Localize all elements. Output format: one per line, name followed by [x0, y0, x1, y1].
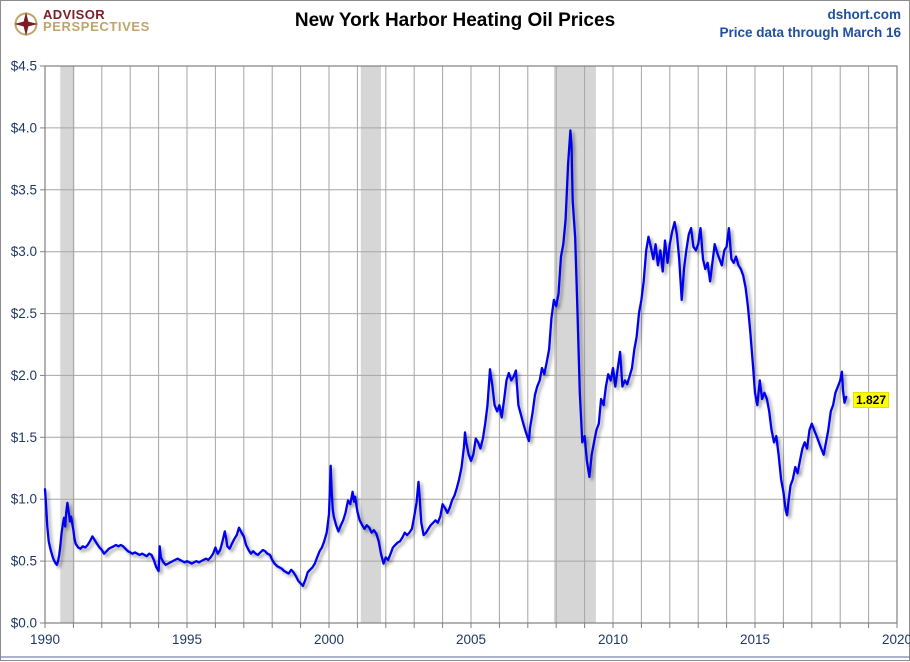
recession-band: [60, 66, 75, 623]
y-tick-label: $1.5: [11, 430, 37, 445]
y-tick-label: $1.0: [11, 492, 37, 507]
logo-advisor: ADVISOR: [43, 7, 106, 22]
footer-divider: [1, 656, 909, 658]
y-tick-label: $4.5: [11, 59, 37, 74]
x-tick-label: 2015: [740, 632, 770, 647]
x-tick-label: 2000: [314, 632, 344, 647]
source-block: dshort.com Price data through March 16: [719, 6, 901, 42]
logo-text: ADVISOR PERSPECTIVES: [43, 7, 150, 34]
price-line: [43, 129, 848, 588]
y-tick-label: $2.0: [11, 368, 37, 383]
source-site: dshort.com: [827, 7, 901, 22]
data-through-note: Price data through March 16: [719, 25, 901, 40]
x-tick-label: 1990: [30, 632, 60, 647]
x-tick-label: 2020: [882, 632, 910, 647]
last-price-callout: 1.827: [853, 392, 890, 408]
y-tick-label: $4.0: [11, 120, 37, 135]
y-tick-label: $3.0: [11, 244, 37, 259]
y-tick-label: $0.5: [11, 554, 37, 569]
x-tick-label: 2005: [456, 632, 486, 647]
recession-band: [360, 66, 381, 623]
header: ADVISOR PERSPECTIVES New York Harbor Hea…: [1, 1, 909, 57]
plot-border: [44, 65, 898, 624]
logo-perspectives: PERSPECTIVES: [43, 19, 150, 34]
y-tick-label: $2.5: [11, 306, 37, 321]
x-tick-label: 1995: [172, 632, 202, 647]
advisor-perspectives-logo: ADVISOR PERSPECTIVES: [13, 7, 150, 37]
compass-icon: [14, 12, 38, 36]
x-tick-label: 2010: [598, 632, 628, 647]
recession-band: [553, 66, 596, 623]
y-tick-label: $3.5: [11, 182, 37, 197]
chart-title: New York Harbor Heating Oil Prices: [294, 10, 616, 31]
y-tick-label: $0.0: [11, 616, 37, 631]
